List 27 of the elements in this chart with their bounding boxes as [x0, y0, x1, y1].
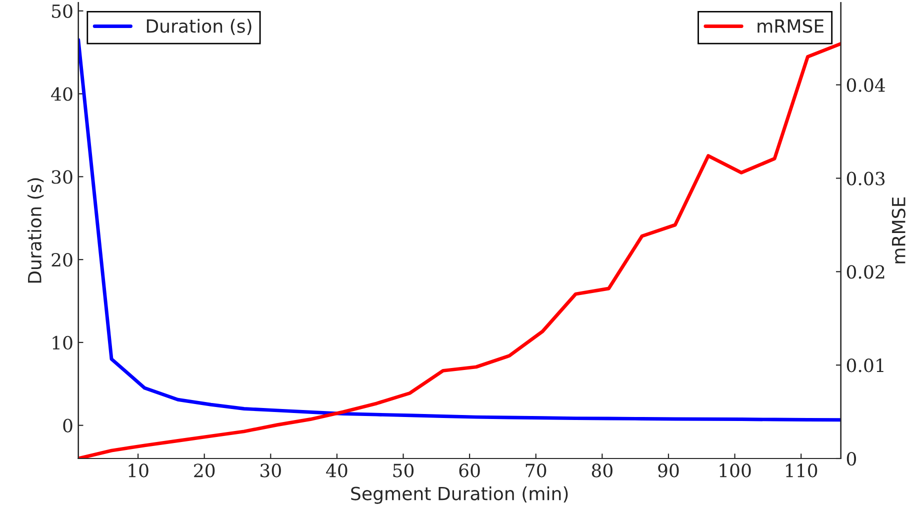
x-tick-label: 10 [128, 464, 148, 478]
x-tick-label: 20 [194, 464, 215, 478]
y-tick-label: 50 [52, 4, 72, 18]
y-tick-label: 30 [52, 170, 72, 184]
x-tick-label: 60 [459, 464, 480, 478]
x-tick-label: 100 [720, 464, 751, 478]
x-tick-label: 30 [260, 464, 281, 478]
legend-label: Duration (s) [146, 18, 252, 35]
y2-tick-label: 0.03 [846, 172, 885, 186]
x-tick-label: 70 [526, 464, 546, 478]
y2-tick-label: 0.01 [846, 358, 884, 372]
y2-tick-label: 0.04 [846, 78, 886, 92]
x-tick-label: 90 [658, 464, 679, 478]
x-tick-label: 80 [592, 464, 612, 478]
legend-label: mRMSE [758, 19, 824, 33]
y-tick-label: 10 [52, 336, 72, 350]
y2-tick-label: 0 [846, 452, 856, 466]
y-tick-label: 40 [51, 87, 72, 101]
y-tick-label: 0 [63, 418, 72, 432]
x-axis-title: Segment Duration (min) [351, 486, 568, 504]
x-tick-label: 110 [786, 464, 818, 478]
y-tick-label: 20 [52, 253, 72, 267]
y2-tick-label: 0.02 [846, 265, 884, 279]
y2-axis-title: mRMSE [892, 197, 906, 264]
y-axis-title: Duration (s) [28, 178, 44, 283]
x-tick-label: 50 [393, 464, 414, 478]
x-tick-label: 40 [326, 464, 348, 478]
